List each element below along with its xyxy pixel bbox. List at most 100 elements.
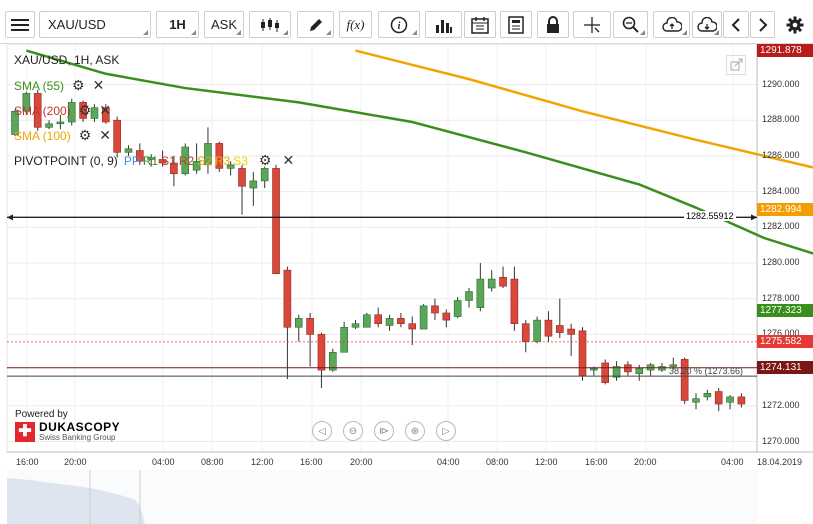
candle-body (453, 300, 462, 317)
candle (192, 143, 201, 174)
candle-body (612, 366, 621, 378)
close-icon[interactable]: ✕ (92, 77, 105, 93)
function-button[interactable]: f(x) (339, 11, 372, 38)
y-tick-label: 1288.000 (762, 114, 800, 125)
news-icon (508, 15, 524, 34)
candle-body (215, 143, 224, 169)
zoom-icon (622, 16, 639, 33)
x-tick-label: 16:00 (585, 457, 608, 467)
candle (90, 104, 99, 122)
close-icon[interactable]: ✕ (99, 127, 111, 143)
candle-series (11, 89, 746, 412)
nav-back-icon[interactable]: ◁ (312, 421, 332, 441)
download-button[interactable] (692, 11, 722, 38)
candle (204, 127, 212, 174)
candle (612, 361, 621, 381)
timeframe-select[interactable]: 1H (156, 11, 199, 38)
candle (714, 387, 723, 412)
zoom-button[interactable] (613, 11, 648, 38)
swiss-cross-icon: ✚ (15, 421, 35, 442)
upload-button[interactable] (653, 11, 690, 38)
candle-body (635, 368, 644, 374)
candle-body (306, 318, 314, 335)
expand-icon[interactable] (726, 55, 746, 75)
candle (453, 296, 462, 319)
dukascopy-logo: ✚ DUKASCOPY Swiss Banking Group (15, 421, 120, 442)
scroll-right-button[interactable] (750, 11, 775, 38)
arrow-left-icon (731, 17, 740, 32)
candle-body (328, 351, 337, 371)
chart-type-button[interactable] (249, 11, 291, 38)
close-icon[interactable]: ✕ (99, 102, 111, 118)
candle (226, 161, 235, 176)
crosshair-icon (584, 16, 600, 33)
gear-icon[interactable]: ⚙ (258, 152, 272, 168)
lock-icon (547, 15, 559, 33)
candle-body (90, 107, 99, 119)
scroll-left-button[interactable] (723, 11, 749, 38)
gear-icon[interactable]: ⚙ (78, 127, 92, 143)
candle-body (658, 366, 666, 371)
zoom-out-icon[interactable]: ⊖ (343, 421, 363, 441)
candle-body (192, 160, 201, 171)
indicator-sma-200[interactable]: SMA (200) ⚙ ✕ (14, 102, 111, 119)
volume-icon (435, 19, 452, 33)
pivot-level-r1: R1 (142, 153, 159, 168)
candle-body (204, 143, 212, 166)
candle-body (737, 396, 746, 405)
gear-icon[interactable]: ⚙ (72, 77, 85, 93)
y-tick-label: 1270.000 (762, 435, 800, 446)
y-tick-label: 1284.000 (762, 185, 800, 196)
candle-body (374, 314, 383, 324)
candle (328, 348, 337, 372)
download-icon (697, 16, 717, 32)
x-tick-label: 04:00 (152, 457, 175, 467)
candle (419, 304, 428, 330)
symbol-select[interactable]: XAU/USD (39, 11, 151, 38)
pivot-level-s3: S3 (233, 153, 248, 168)
candle (703, 389, 712, 401)
candle (555, 298, 564, 338)
reset-view-icon[interactable]: ⧐ (374, 421, 394, 441)
candle-body (181, 146, 190, 175)
indicator-sma-100[interactable]: SMA (100) ⚙ ✕ (14, 127, 111, 144)
y-tick-label: 1286.000 (762, 149, 800, 160)
news-button[interactable] (500, 11, 532, 38)
candle (215, 141, 224, 172)
overview-strip[interactable] (7, 470, 757, 524)
indicator-pivotpoint[interactable]: PIVOTPOINT (0, 9) PP R1 S1 R2 S2 R3 S3 ⚙… (14, 152, 297, 169)
candle (499, 266, 507, 288)
candle-body (419, 305, 428, 330)
powered-by: Powered by (15, 409, 68, 420)
candle (11, 109, 19, 137)
candle-body (351, 323, 360, 328)
candle (124, 145, 133, 156)
svg-text:i: i (398, 21, 401, 32)
candle (283, 266, 292, 380)
settings-button[interactable] (781, 11, 809, 38)
info-button[interactable]: i (378, 11, 420, 38)
close-icon[interactable]: ✕ (282, 152, 295, 168)
candle-body (521, 323, 530, 342)
candle (431, 298, 439, 321)
candle (374, 307, 383, 328)
volume-button[interactable] (425, 11, 462, 38)
candle-body (601, 362, 610, 383)
toolbar: XAU/USD 1H ASK f(x) i (0, 0, 813, 44)
candle-body (465, 291, 473, 301)
price-chart[interactable] (0, 44, 813, 524)
candle-body (578, 330, 587, 376)
lock-button[interactable] (537, 11, 569, 38)
draw-button[interactable] (297, 11, 334, 38)
candle-body (45, 123, 53, 128)
gear-icon[interactable]: ⚙ (78, 102, 92, 118)
indicator-sma-55[interactable]: SMA (55) ⚙ ✕ (14, 77, 104, 94)
side-select[interactable]: ASK (204, 11, 244, 38)
crosshair-button[interactable] (573, 11, 611, 38)
calendar-button[interactable] (464, 11, 496, 38)
nav-forward-icon[interactable]: ▷ (436, 421, 456, 441)
zoom-in-icon[interactable]: ⊕ (405, 421, 425, 441)
menu-button[interactable] (5, 11, 35, 38)
chart-grid (7, 44, 757, 452)
candle-body (226, 164, 235, 169)
